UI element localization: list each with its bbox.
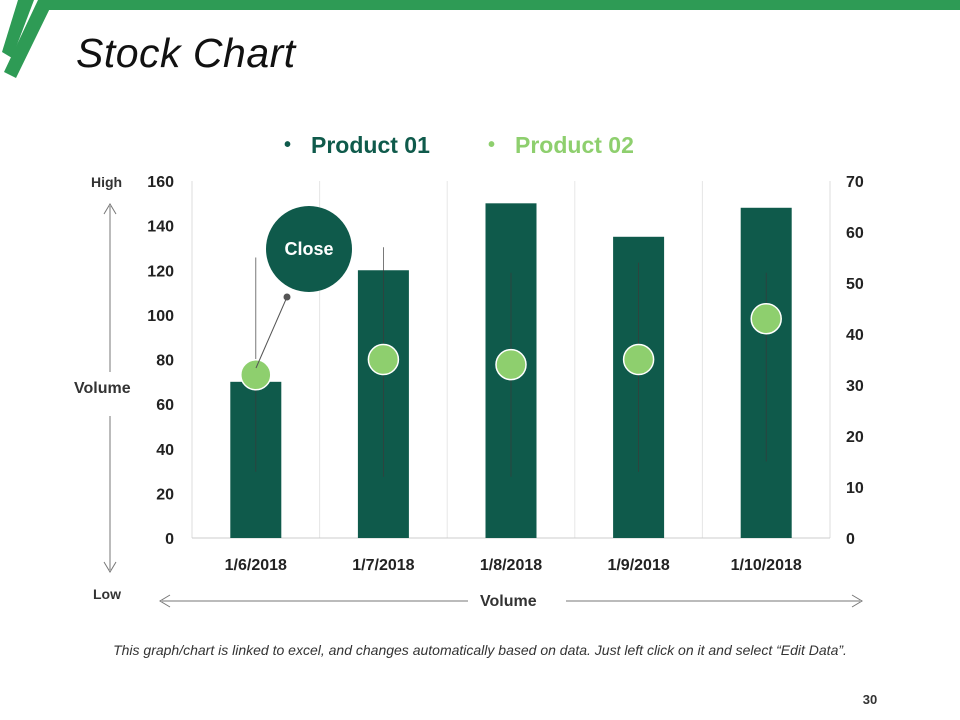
legend-label-product-01: Product 01 xyxy=(311,132,430,158)
legend-label-product-02: Product 02 xyxy=(515,132,634,158)
volume-bottom-label: Volume xyxy=(476,593,541,611)
left-axis-tick-label: 120 xyxy=(147,263,174,280)
header-stripe-slash-1 xyxy=(2,0,34,58)
arrow-head-right-icon xyxy=(851,594,863,608)
x-axis-tick-label: 1/8/2018 xyxy=(480,557,542,574)
right-axis-tick-label: 40 xyxy=(846,327,864,344)
left-axis-tick-label: 0 xyxy=(165,531,174,548)
left-axis-tick-label: 80 xyxy=(156,353,174,370)
close-marker xyxy=(367,343,400,376)
x-axis-tick-label: 1/6/2018 xyxy=(225,557,287,574)
low-label: Low xyxy=(93,586,121,602)
annotation-arrows xyxy=(103,203,863,608)
header-decoration xyxy=(2,0,960,78)
close-marker xyxy=(240,359,272,391)
close-marker xyxy=(622,343,655,376)
arrow-head-left-icon xyxy=(159,594,171,608)
callout-connector-dot xyxy=(283,293,291,301)
close-marker xyxy=(750,302,782,335)
legend-item-product-01[interactable]: • Product 01 xyxy=(284,132,430,159)
header-stripe-bar xyxy=(48,0,960,10)
close-markers-layer xyxy=(240,302,782,391)
legend-bullet-icon: • xyxy=(488,134,496,156)
right-axis-tick-label: 0 xyxy=(846,531,855,548)
grid-layer xyxy=(191,181,831,539)
header-stripe-slash-2 xyxy=(4,0,54,78)
footnote: This graph/chart is linked to excel, and… xyxy=(113,642,847,658)
high-label: High xyxy=(91,174,123,190)
slide-title: Stock Chart xyxy=(76,30,296,76)
left-axis-tick-label: 40 xyxy=(156,442,174,459)
left-axis-tick-label: 100 xyxy=(147,308,174,325)
left-axis-tick-label: 140 xyxy=(147,219,174,236)
left-axis-tick-label: 60 xyxy=(156,397,174,414)
left-axis-tick-label: 20 xyxy=(156,486,174,503)
x-axis-tick-label: 1/10/2018 xyxy=(731,557,802,574)
chart-legend: • Product 01 • Product 02 xyxy=(0,132,960,164)
close-callout: Close xyxy=(266,206,352,292)
arrow-head-down-icon xyxy=(103,561,117,573)
left-axis-tick-label: 160 xyxy=(147,174,174,191)
x-axis-tick-label: 1/7/2018 xyxy=(352,557,414,574)
legend-item-product-02[interactable]: • Product 02 xyxy=(488,132,634,159)
right-axis-tick-label: 60 xyxy=(846,225,864,242)
x-axis-tick-label: 1/9/2018 xyxy=(607,557,669,574)
right-axis-tick-label: 50 xyxy=(846,276,864,293)
page-number: 30 xyxy=(862,692,878,707)
right-axis-tick-label: 30 xyxy=(846,378,864,395)
volume-left-label: Volume xyxy=(70,380,135,398)
axis-layer: 0 20 40 60 80 100 120 140 160 0 10 20 30 40 50 60 70 1/6/… xyxy=(147,174,864,574)
legend-bullet-icon: • xyxy=(284,134,292,156)
right-axis-tick-label: 10 xyxy=(846,480,864,497)
arrow-head-up-icon xyxy=(103,203,117,215)
callout-connector xyxy=(255,296,288,369)
close-marker xyxy=(495,348,527,381)
right-axis-tick-label: 70 xyxy=(846,174,864,191)
right-axis-tick-label: 20 xyxy=(846,429,864,446)
